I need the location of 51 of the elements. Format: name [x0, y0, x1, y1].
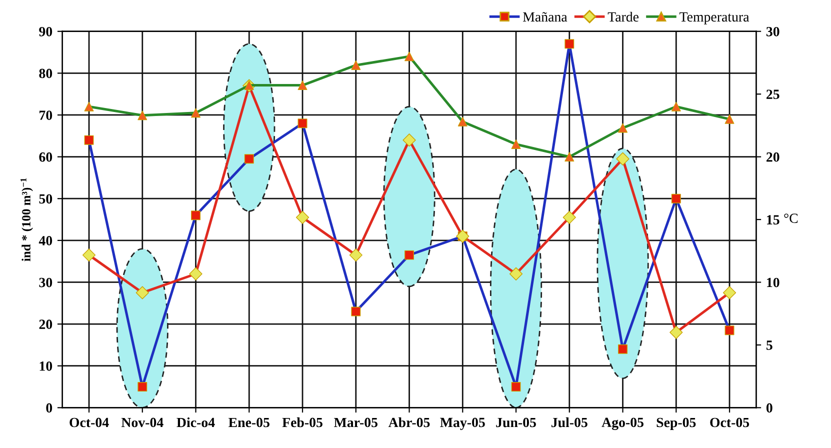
- y2-axis-title: °C: [784, 214, 798, 223]
- point: [458, 116, 468, 126]
- point: [138, 110, 148, 120]
- y2-tick-label: 20: [766, 152, 780, 162]
- x-tick-label: Ago-05: [602, 418, 644, 430]
- point: [564, 152, 574, 162]
- y-tick-label: 0: [46, 403, 52, 413]
- y-tick-label: 90: [39, 26, 52, 36]
- legend-label: Mañana: [522, 12, 568, 22]
- y2-tick-label: 0: [766, 403, 772, 413]
- x-tick-label: May-05: [440, 418, 485, 430]
- x-tick-label: Dic-o4: [176, 417, 215, 428]
- x-tick-label: Sep-05: [656, 418, 696, 430]
- point: [84, 102, 94, 112]
- point: [511, 140, 521, 149]
- x-tick-label: Oct-04: [70, 418, 109, 428]
- x-tick-label: Feb-05: [282, 417, 322, 428]
- point: [724, 114, 734, 124]
- point: [351, 306, 361, 316]
- y-tick-label: 80: [39, 68, 52, 78]
- y-tick-label: 60: [39, 152, 52, 162]
- x-tick-label: Oct-05: [710, 418, 750, 428]
- y-tick-label: 50: [39, 194, 52, 204]
- legend-label: Temperatura: [680, 12, 750, 24]
- y2-tick-label: 30: [766, 26, 780, 36]
- y2-tick-label: 25: [766, 90, 780, 100]
- point: [84, 135, 94, 145]
- x-tick-label: Nov-04: [121, 418, 164, 428]
- y-tick-label: 10: [40, 361, 52, 371]
- point: [404, 52, 414, 62]
- x-tick-label: Mar-05: [334, 418, 378, 428]
- y2-tick-label: 5: [766, 340, 772, 350]
- y2-tick-label: 10: [767, 278, 780, 288]
- x-tick-label: Ene-05: [228, 418, 270, 428]
- y-tick-label: 70: [40, 110, 52, 120]
- x-tick-label: Jul-05: [551, 417, 588, 428]
- point: [564, 39, 574, 49]
- y-tick-label: 20: [39, 320, 52, 330]
- point: [298, 80, 308, 90]
- x-tick-label: Jun-05: [496, 418, 536, 428]
- legend-label: Tarde: [608, 12, 639, 22]
- point: [244, 154, 254, 164]
- point: [191, 108, 201, 118]
- y-tick-label: 30: [39, 278, 52, 288]
- x-tick-label: Abr-05: [388, 417, 430, 428]
- point: [671, 102, 681, 112]
- point: [618, 123, 628, 133]
- point: [351, 60, 361, 70]
- y-axis-title: ind * (100 m³)$^{−1}$: [20, 178, 33, 262]
- y2-tick-label: 15: [767, 215, 780, 224]
- y-tick-label: 40: [38, 236, 52, 246]
